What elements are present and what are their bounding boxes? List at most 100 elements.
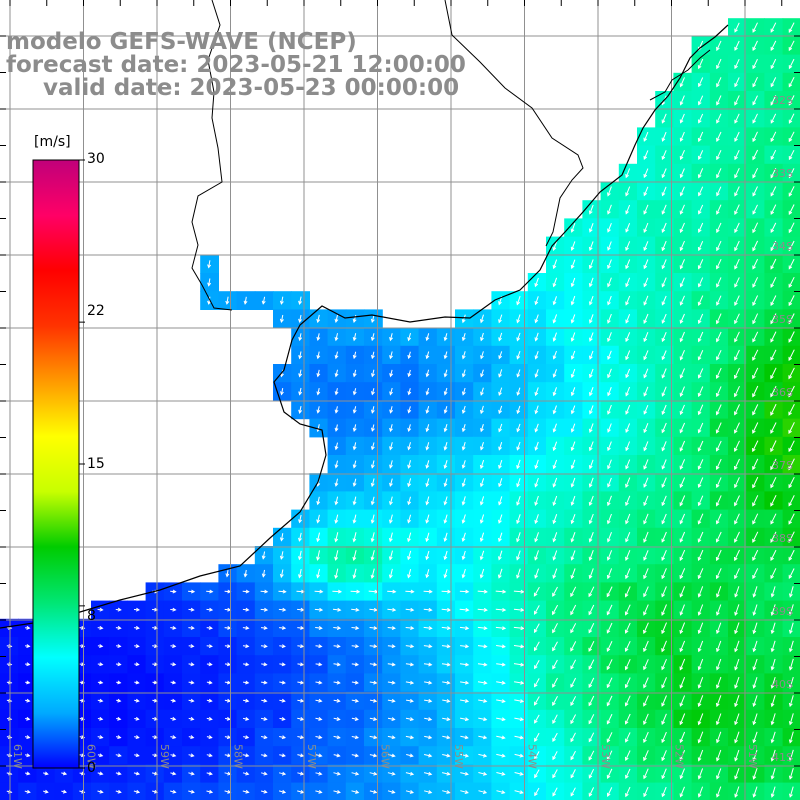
wind-arrow (770, 204, 777, 215)
wind-arrow (389, 442, 393, 451)
wind-arrow (315, 735, 323, 740)
wind-arrow (425, 369, 430, 378)
latitude-label: 41S (772, 751, 793, 764)
wind-arrow (715, 367, 722, 380)
wind-arrow (279, 551, 284, 560)
wind-arrow (607, 223, 612, 233)
wind-arrow (734, 22, 740, 33)
wind-arrow (534, 714, 540, 724)
wind-arrow (715, 495, 722, 507)
wind-arrow (589, 387, 594, 397)
wind-arrow (333, 644, 341, 649)
wind-arrow (788, 531, 795, 544)
wind-arrow (625, 423, 631, 433)
wind-arrow (679, 440, 686, 452)
wind-arrow (477, 589, 488, 594)
wind-arrow (679, 731, 686, 744)
wind-arrow (570, 277, 576, 288)
wind-arrow (734, 40, 740, 51)
wind-arrow (788, 113, 795, 124)
wind-arrow (261, 717, 268, 721)
wind-arrow (334, 532, 339, 543)
wind-arrow (661, 113, 667, 124)
wind-arrow (514, 790, 524, 794)
wind-arrow (752, 349, 759, 361)
wind-arrow (715, 313, 722, 325)
wind-arrow (734, 186, 740, 197)
wind-arrow (734, 695, 740, 708)
wind-arrow (298, 405, 303, 414)
wind-arrow (679, 295, 685, 306)
wind-arrow (607, 277, 612, 288)
wind-arrow (496, 771, 506, 776)
wind-arrow (625, 513, 631, 525)
wind-arrow (788, 403, 795, 416)
wind-arrow (206, 625, 213, 630)
wind-arrow (207, 278, 212, 287)
wind-arrow (24, 771, 31, 776)
wind-arrow (679, 513, 686, 525)
wind-arrow (61, 771, 68, 776)
wind-arrow (43, 771, 49, 776)
wind-arrow (478, 717, 488, 722)
wind-arrow (369, 790, 378, 794)
wind-arrow (461, 333, 466, 342)
wind-arrow (443, 406, 448, 414)
wind-arrow (314, 607, 324, 612)
wind-arrow (479, 459, 485, 470)
wind-arrow (97, 644, 104, 648)
wind-arrow (405, 790, 415, 794)
wind-arrow (752, 167, 759, 179)
wind-arrow (588, 732, 595, 743)
wind-arrow (643, 622, 649, 635)
wind-arrow (297, 644, 305, 649)
wind-arrow (389, 478, 393, 488)
wind-arrow (479, 514, 485, 524)
wind-arrow (606, 640, 613, 652)
wind-arrow (333, 717, 341, 721)
wind-arrow (25, 644, 31, 648)
wind-arrow (478, 771, 488, 776)
wind-arrow (716, 77, 722, 88)
wind-arrow (661, 150, 667, 161)
wind-arrow (789, 604, 794, 617)
wind-arrow (297, 735, 305, 740)
wind-arrow (697, 677, 704, 689)
wind-arrow (97, 625, 104, 630)
wind-arrow (370, 478, 375, 488)
wind-arrow (407, 460, 412, 469)
wind-arrow (534, 678, 540, 688)
wind-arrow (261, 551, 266, 560)
wind-arrow (552, 259, 558, 270)
wind-arrow (389, 351, 393, 360)
wind-arrow (552, 550, 558, 561)
wind-arrow (625, 332, 631, 343)
wind-arrow (441, 626, 452, 631)
wind-arrow (533, 696, 540, 706)
wind-arrow (206, 698, 213, 703)
wind-arrow (697, 531, 704, 543)
wind-arrow (407, 568, 412, 579)
wind-arrow (715, 695, 722, 708)
wind-arrow (588, 459, 594, 470)
wind-arrow (371, 369, 375, 378)
wind-arrow (607, 387, 612, 397)
wind-arrow (697, 349, 704, 361)
wind-arrow (333, 625, 342, 630)
wind-arrow (389, 514, 393, 524)
wind-arrow (534, 423, 539, 433)
wind-arrow (534, 459, 539, 470)
wind-arrow (570, 677, 577, 688)
wind-arrow (261, 296, 266, 305)
wind-arrow (606, 568, 613, 580)
wind-arrow (279, 717, 286, 721)
wind-arrow (643, 405, 649, 415)
wind-arrow (425, 569, 430, 579)
wind-arrow (734, 531, 740, 543)
wind-arrow (552, 423, 557, 433)
wind-arrow (407, 496, 412, 506)
wind-arrow (770, 295, 777, 307)
wind-arrow (407, 332, 412, 342)
wind-arrow (516, 350, 521, 360)
wind-arrow (552, 241, 558, 251)
